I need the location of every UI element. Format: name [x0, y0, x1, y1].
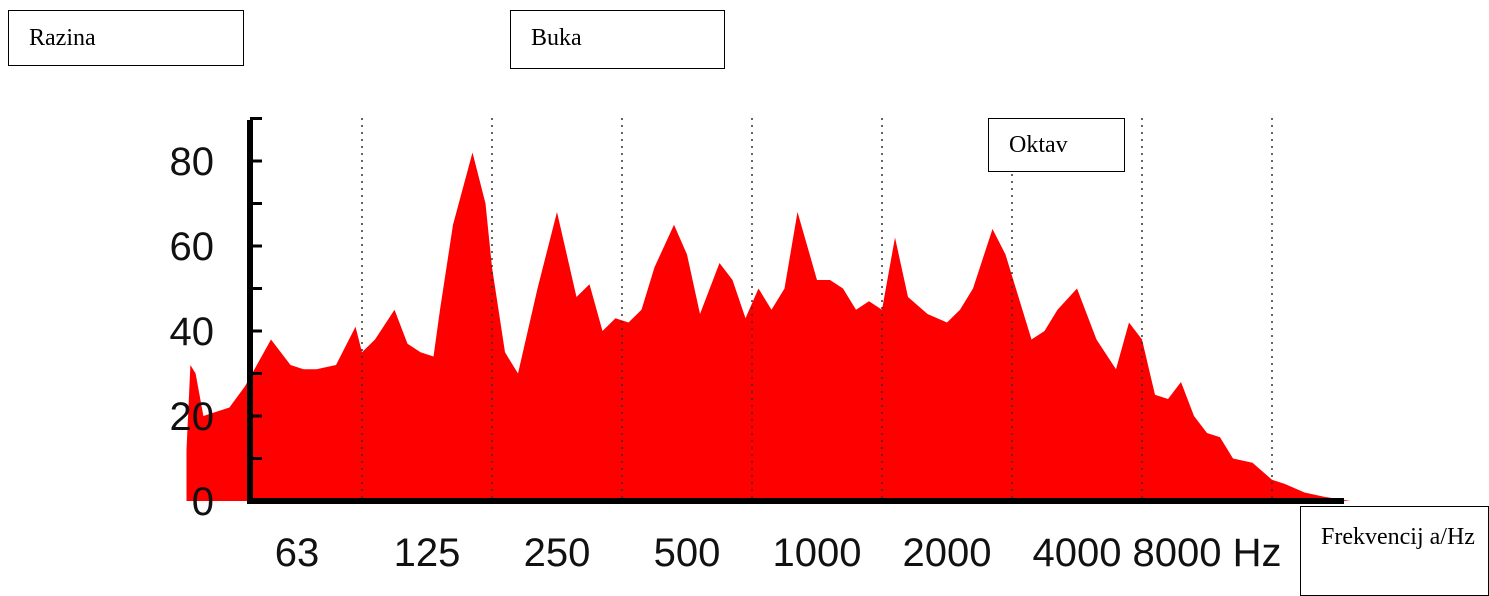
x-tick-label: 8000 Hz — [1133, 531, 1282, 575]
x-tick-label: 4000 — [1033, 531, 1122, 575]
buka-label-box: Buka — [510, 10, 725, 69]
razina-label-box: Razina — [8, 10, 244, 66]
x-tick-label: 1000 — [773, 531, 862, 575]
x-tick-label: 2000 — [903, 531, 992, 575]
x-ticks: 63 125 250 500 1000 2000 4000 8000 Hz — [275, 531, 1282, 575]
frekvencija-label: Frekvencij a/Hz — [1321, 524, 1475, 550]
y-ticks: 0 20 40 60 80 — [170, 117, 262, 524]
y-tick-label: 20 — [170, 395, 215, 439]
razina-label: Razina — [29, 25, 96, 51]
y-tick-label: 60 — [170, 225, 215, 269]
x-tick-label: 500 — [654, 531, 721, 575]
x-tick-label: 250 — [524, 531, 591, 575]
buka-label: Buka — [531, 25, 582, 51]
x-tick-label: 125 — [394, 531, 461, 575]
oktav-label-box: Oktav — [988, 118, 1125, 172]
y-tick-label: 40 — [170, 310, 215, 354]
spectrum-area — [186, 152, 1363, 501]
oktav-label: Oktav — [1009, 132, 1068, 158]
y-tick-label: 0 — [192, 480, 214, 524]
x-tick-label: 63 — [275, 531, 320, 575]
frekvencija-label-box: Frekvencij a/Hz — [1300, 506, 1489, 596]
octave-boundaries — [361, 118, 1273, 501]
y-tick-label: 80 — [170, 140, 215, 184]
